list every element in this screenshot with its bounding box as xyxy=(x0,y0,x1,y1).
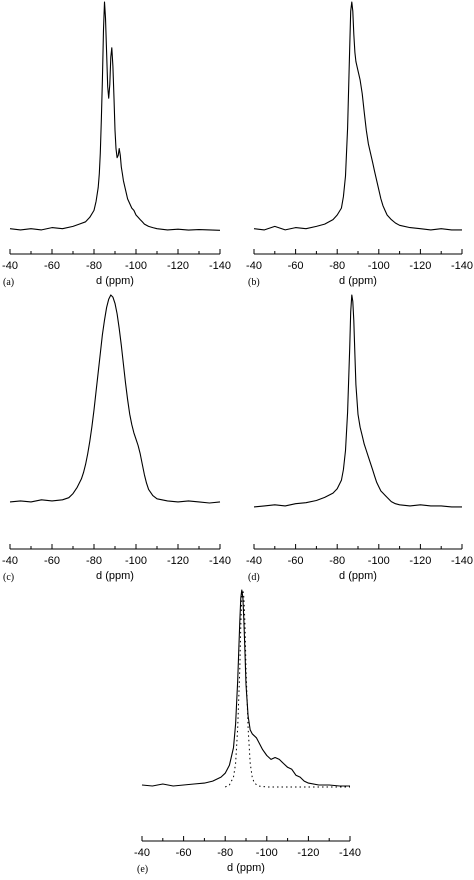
tick-label-b: -100 xyxy=(368,260,390,272)
panel-a: -40 -60 -80 -100 -120 -140 d (ppm) (a) xyxy=(2,1,231,288)
tick-label-a: -100 xyxy=(125,260,147,272)
tick-label-d: -40 xyxy=(246,555,262,567)
tick-label-b: -40 xyxy=(246,260,262,272)
x-axis-title-d: d (ppm) xyxy=(339,570,377,582)
tick-label-a: -140 xyxy=(209,260,231,272)
panel-b: -40 -60 -80 -100 -120 -140 d (ppm) (b) xyxy=(246,1,473,288)
tick-label-e: -40 xyxy=(134,847,150,859)
spectrum-line-a xyxy=(9,1,221,231)
tick-label-d: -60 xyxy=(288,555,304,567)
tick-label-c: -140 xyxy=(209,555,231,567)
spectrum-line-d xyxy=(253,294,462,508)
tick-label-c: -100 xyxy=(125,555,147,567)
tick-label-d: -140 xyxy=(451,555,473,567)
tick-label-c: -60 xyxy=(44,555,60,567)
tick-label-b: -60 xyxy=(288,260,304,272)
spectrum-line-b xyxy=(253,1,462,231)
panel-c: -40 -60 -80 -100 -120 -140 d (ppm) (c) xyxy=(2,294,231,583)
tick-label-d: -120 xyxy=(409,555,431,567)
tick-label-a: -80 xyxy=(86,260,102,272)
tick-label-b: -80 xyxy=(329,260,345,272)
tick-label-c: -80 xyxy=(86,555,102,567)
tick-label-d: -80 xyxy=(329,555,345,567)
spectrum-line-e-dotted xyxy=(224,589,350,788)
tick-label-e: -60 xyxy=(176,847,192,859)
panel-label-a: (a) xyxy=(3,277,14,288)
tick-label-a: -60 xyxy=(44,260,60,272)
tick-label-c: -40 xyxy=(2,555,18,567)
tick-label-e: -120 xyxy=(297,847,319,859)
panel-e: -40 -60 -80 -100 -120 -140 d (ppm) (e) xyxy=(134,589,361,875)
x-axis-title-a: d (ppm) xyxy=(96,275,134,287)
x-axis-title-e: d (ppm) xyxy=(227,862,265,874)
panel-label-c: (c) xyxy=(3,572,14,583)
tick-label-b: -120 xyxy=(409,260,431,272)
x-axis-title-c: d (ppm) xyxy=(96,570,134,582)
x-axis-title-b: d (ppm) xyxy=(339,275,377,287)
panel-label-d: (d) xyxy=(248,572,260,583)
tick-label-b: -140 xyxy=(451,260,473,272)
tick-label-d: -100 xyxy=(368,555,390,567)
tick-label-a: -40 xyxy=(2,260,18,272)
tick-label-e: -80 xyxy=(217,847,233,859)
panel-label-b: (b) xyxy=(248,277,260,288)
tick-label-c: -120 xyxy=(167,555,189,567)
panel-label-e: (e) xyxy=(137,864,148,875)
spectrum-line-c xyxy=(9,294,221,504)
tick-label-a: -120 xyxy=(167,260,189,272)
spectrum-line-e xyxy=(141,589,350,787)
tick-label-e: -140 xyxy=(339,847,361,859)
tick-label-e: -100 xyxy=(256,847,278,859)
panel-d: -40 -60 -80 -100 -120 -140 d (ppm) (d) xyxy=(246,294,473,583)
